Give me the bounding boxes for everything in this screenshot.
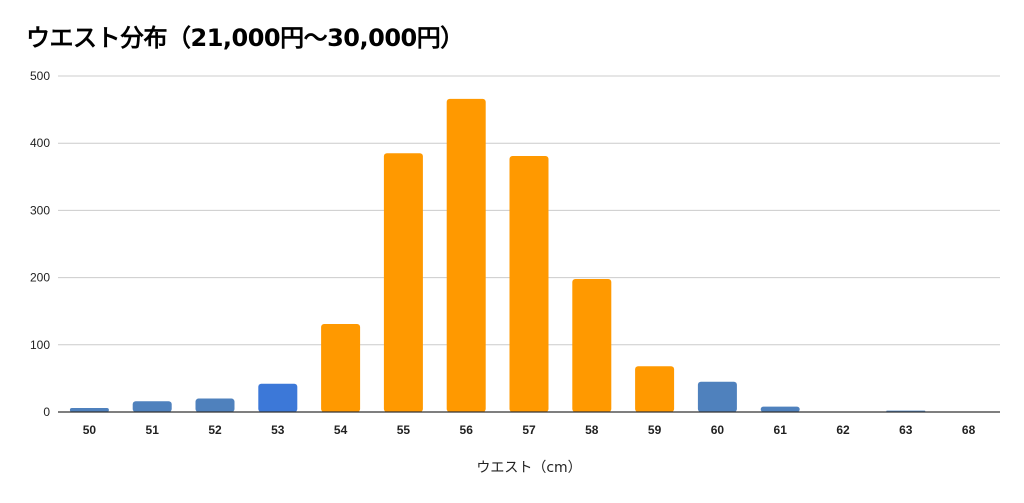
y-tick-label: 200 [30, 271, 50, 285]
bar-57 [509, 155, 549, 412]
x-tick-label: 54 [334, 423, 348, 437]
x-tick-label: 58 [585, 423, 599, 437]
y-tick-label: 500 [30, 69, 50, 83]
bar-51 [132, 401, 172, 412]
x-tick-label: 53 [271, 423, 285, 437]
x-tick-label: 60 [711, 423, 725, 437]
bar-61 [760, 406, 800, 412]
bar-55 [383, 153, 423, 412]
x-tick-label: 56 [460, 423, 474, 437]
y-tick-label: 0 [43, 405, 50, 419]
x-tick-label: 63 [899, 423, 913, 437]
x-tick-label: 50 [83, 423, 97, 437]
bar-50 [69, 407, 109, 412]
bar-53 [258, 383, 298, 412]
bar-56 [446, 98, 486, 413]
x-tick-label: 57 [522, 423, 536, 437]
bar-54 [321, 323, 361, 412]
bar-52 [195, 398, 235, 412]
x-axis-label: ウエスト（cm） [476, 460, 581, 476]
bar-59 [635, 366, 675, 412]
chart-title: ウエスト分布（21,000円〜30,000円） [26, 24, 464, 52]
x-tick-label: 61 [774, 423, 788, 437]
x-tick-label: 59 [648, 423, 662, 437]
bar-60 [697, 381, 737, 412]
y-tick-label: 300 [30, 203, 50, 217]
x-tick-label: 68 [962, 423, 976, 437]
x-tick-label: 52 [208, 423, 222, 437]
bar-58 [572, 278, 612, 412]
x-tick-label: 55 [397, 423, 411, 437]
y-tick-label: 400 [30, 136, 50, 150]
x-tick-label: 62 [836, 423, 850, 437]
y-tick-label: 100 [30, 338, 50, 352]
x-tick-label: 51 [146, 423, 160, 437]
